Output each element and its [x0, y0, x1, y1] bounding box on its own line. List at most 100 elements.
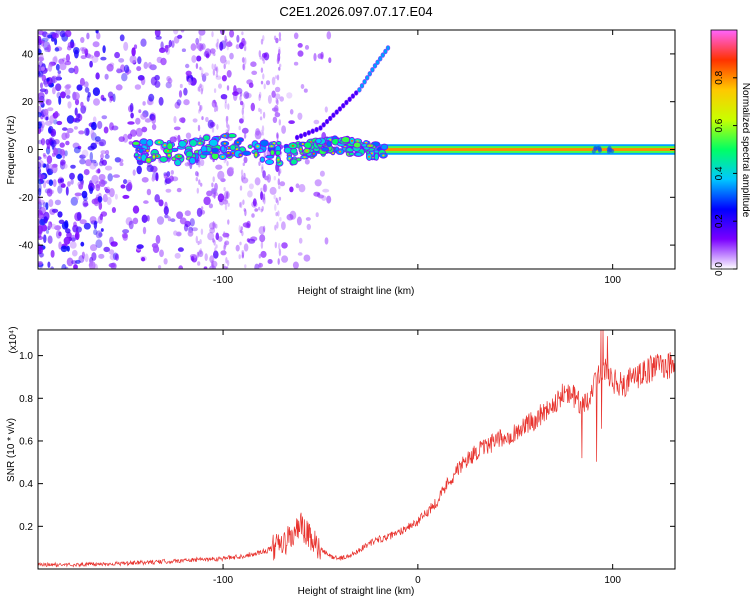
noise-speckle	[74, 107, 78, 116]
noise-speckle	[243, 156, 248, 164]
noise-speckle	[68, 67, 75, 74]
noise-speckle	[65, 228, 71, 234]
noise-speckle	[238, 125, 241, 131]
noise-speckle	[78, 183, 84, 190]
noise-speckle	[60, 245, 68, 253]
noise-speckle	[244, 40, 247, 45]
snr-x-label: Height of straight line (km)	[298, 586, 415, 597]
noise-speckle	[104, 154, 110, 160]
noise-speckle	[95, 72, 100, 80]
noise-speckle	[289, 186, 294, 193]
noise-speckle	[135, 117, 141, 125]
noise-speckle	[233, 92, 238, 101]
chirp-point	[314, 126, 319, 133]
noise-speckle	[43, 234, 47, 243]
noise-speckle	[158, 199, 164, 207]
noise-speckle	[83, 195, 88, 201]
noise-speckle	[276, 132, 279, 139]
noise-speckle	[227, 124, 230, 132]
noise-speckle	[84, 253, 89, 263]
noise-speckle	[297, 112, 303, 121]
noise-speckle	[83, 222, 91, 230]
noise-speckle	[274, 112, 281, 118]
chirp-branch	[294, 45, 391, 141]
noise-speckle	[246, 238, 251, 243]
noise-speckle	[146, 188, 152, 196]
chirp-point	[375, 59, 380, 65]
noise-speckle	[54, 37, 58, 46]
noise-speckle	[278, 185, 281, 190]
noise-speckle	[228, 40, 231, 46]
chirp-point	[318, 125, 323, 131]
noise-speckle	[51, 208, 59, 213]
noise-speckle	[188, 78, 192, 86]
noise-speckle	[155, 35, 162, 40]
noise-speckle	[100, 153, 104, 160]
noise-speckle	[154, 194, 160, 203]
chirp-point	[347, 96, 352, 103]
noise-speckle	[143, 61, 149, 69]
noise-speckle	[242, 199, 245, 205]
noise-speckle	[54, 225, 62, 231]
noise-speckle	[81, 149, 89, 158]
noise-speckle	[91, 174, 99, 184]
noise-speckle	[262, 111, 266, 119]
noise-speckle	[324, 237, 329, 245]
noise-speckle	[178, 265, 184, 269]
noise-speckle	[177, 34, 183, 39]
noise-speckle	[224, 240, 230, 246]
chirp-point	[294, 134, 300, 141]
noise-speckle	[79, 46, 87, 52]
noise-speckle	[97, 215, 103, 224]
noise-speckle	[55, 83, 62, 92]
noise-speckle	[38, 60, 44, 68]
noise-speckle	[239, 185, 243, 191]
noise-speckle	[105, 149, 110, 156]
noise-speckle	[203, 196, 211, 206]
noise-speckle	[205, 53, 210, 59]
carrier-blob	[380, 143, 389, 151]
noise-speckle	[80, 101, 84, 108]
noise-speckle	[262, 199, 266, 204]
y-tick-label: 0.8	[19, 394, 33, 405]
noise-speckle	[136, 66, 142, 72]
noise-speckle	[197, 261, 201, 266]
noise-speckle	[73, 126, 78, 130]
noise-speckle	[251, 213, 255, 218]
carrier-blob	[610, 148, 615, 154]
noise-speckle	[213, 192, 216, 199]
chirp-point	[337, 106, 343, 112]
noise-speckle	[215, 73, 219, 78]
noise-speckle	[204, 48, 212, 58]
noise-speckle	[48, 199, 54, 208]
carrier-blob-core	[166, 149, 170, 152]
noise-speckle	[199, 239, 202, 245]
carrier-blob	[348, 151, 355, 157]
noise-speckle	[179, 117, 186, 123]
carrier-blob	[166, 142, 174, 151]
carrier-blob	[257, 148, 264, 154]
carrier-blob-core	[256, 145, 259, 148]
noise-speckle	[303, 254, 311, 262]
noise-speckle	[209, 48, 216, 54]
noise-speckle	[244, 46, 247, 52]
noise-speckle	[58, 95, 62, 105]
noise-speckle	[183, 87, 188, 96]
noise-speckle	[141, 214, 148, 223]
noise-speckle	[160, 41, 164, 50]
chirp-point	[328, 115, 333, 122]
carrier-blob	[276, 141, 282, 146]
noise-speckle	[38, 160, 44, 168]
carrier-blob-core	[338, 150, 342, 153]
carrier-blob	[265, 154, 275, 159]
noise-speckle	[38, 188, 42, 196]
colorbar-tick-label: 0.6	[714, 118, 725, 132]
carrier-blob	[373, 152, 380, 161]
noise-speckle	[115, 84, 123, 91]
noise-speckle	[95, 230, 103, 239]
noise-speckle	[278, 48, 281, 56]
noise-speckle	[39, 54, 44, 62]
noise-speckle	[292, 261, 299, 269]
noise-speckle	[151, 123, 157, 131]
noise-speckle	[214, 101, 218, 108]
